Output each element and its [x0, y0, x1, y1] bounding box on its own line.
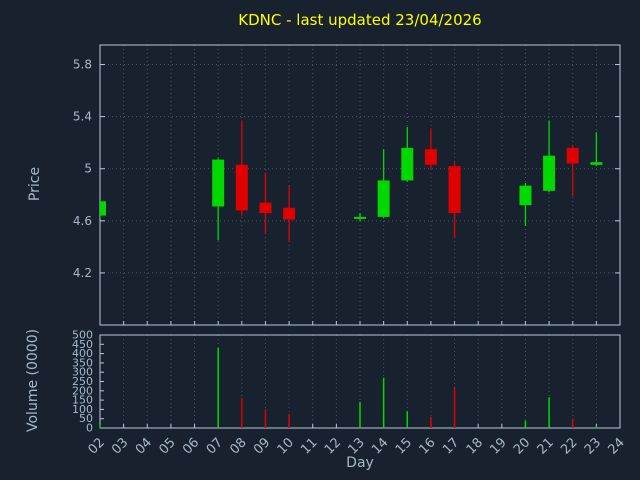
- candle-body-day-15: [401, 147, 414, 181]
- x-tick-label: 08: [227, 435, 249, 457]
- x-tick-label: 19: [487, 435, 509, 457]
- x-tick-label: 17: [440, 435, 462, 457]
- x-tick-label: 23: [582, 435, 604, 457]
- x-tick-label: 10: [275, 435, 297, 457]
- x-tick-label: 13: [346, 435, 368, 457]
- candle-body-day-23: [590, 162, 603, 165]
- x-tick-label: 11: [298, 435, 320, 457]
- x-tick-label: 24: [606, 435, 628, 457]
- x-tick-label: 18: [464, 435, 486, 457]
- price-tick-label: 4.6: [73, 214, 92, 228]
- x-tick-label: 14: [369, 435, 391, 457]
- volume-tick-label: 400: [72, 347, 93, 360]
- candle-body-day-14: [377, 180, 390, 217]
- price-tick-label: 5.4: [73, 110, 92, 124]
- x-tick-label: 02: [86, 435, 108, 457]
- candle-body-day-22: [566, 147, 579, 164]
- x-tick-label: 20: [511, 435, 533, 457]
- candle-body-day-21: [543, 155, 556, 191]
- x-tick-label: 06: [180, 435, 202, 457]
- candle-body-day-08: [235, 164, 248, 211]
- volume-tick-label: 250: [72, 375, 93, 388]
- candle-body-day-17: [448, 166, 461, 213]
- x-tick-label: 07: [204, 435, 226, 457]
- x-tick-label: 05: [156, 435, 178, 457]
- candle-body-day-13: [354, 216, 366, 219]
- candle-body-day-10: [283, 207, 296, 220]
- price-tick-label: 5: [84, 162, 92, 176]
- volume-tick-label: 200: [72, 384, 93, 397]
- candle-body-day-09: [259, 202, 272, 213]
- price-tick-label: 4.2: [73, 266, 92, 280]
- x-tick-label: 16: [416, 435, 438, 457]
- volume-tick-label: 300: [72, 366, 93, 379]
- candle-body-day-16: [424, 149, 437, 165]
- x-tick-label: 22: [558, 435, 580, 457]
- candle-body-day-07: [212, 159, 225, 207]
- volume-tick-label: 350: [72, 356, 93, 369]
- candles-layer: [100, 120, 603, 242]
- price-panel-frame: [99, 44, 621, 326]
- price-tick-label: 5.8: [73, 58, 92, 72]
- volume-tick-label: 150: [72, 394, 93, 407]
- x-tick-label: 12: [322, 435, 344, 457]
- volume-tick-label: 100: [72, 403, 93, 416]
- candle-body-day-20: [519, 185, 532, 206]
- volume-tick-label: 500: [72, 329, 93, 342]
- x-tick-label: 03: [109, 435, 131, 457]
- x-tick-label: 09: [251, 435, 273, 457]
- x-tick-label: 04: [133, 435, 155, 457]
- volume-tick-label: 50: [79, 412, 93, 425]
- volume-tick-label: 450: [72, 338, 93, 351]
- x-tick-label: 21: [535, 435, 557, 457]
- x-tick-label: 15: [393, 435, 415, 457]
- volume-tick-label: 0: [86, 422, 93, 435]
- candle-body-day-02: [100, 201, 106, 216]
